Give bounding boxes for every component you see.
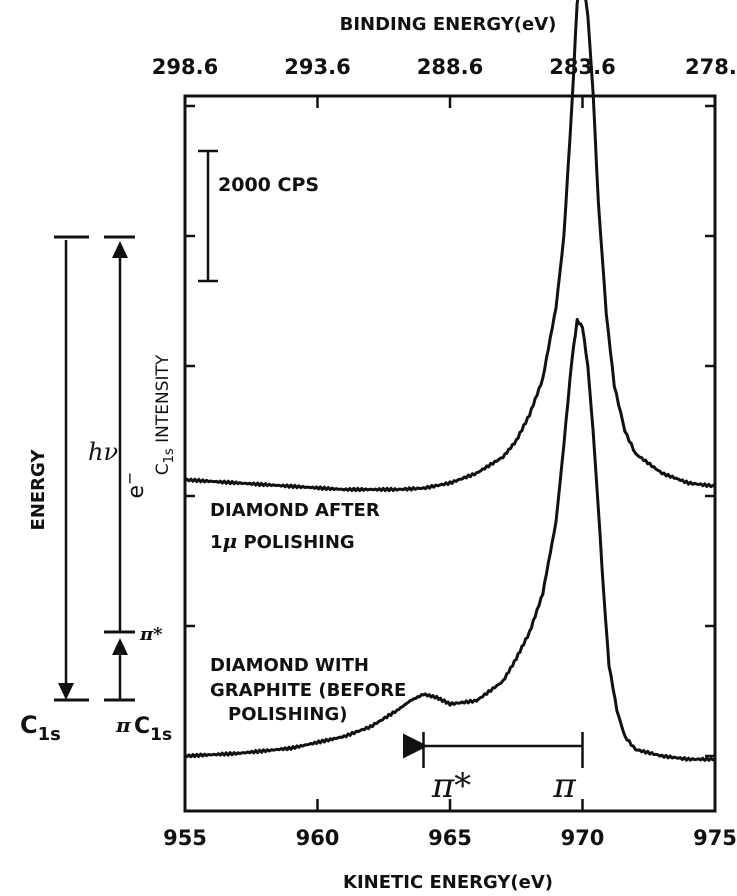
c1s-label-right: C1s: [134, 714, 172, 745]
pi-arrowhead: [112, 638, 128, 655]
x2-ticks: 298.6 293.6 288.6 283.6 278.: [152, 55, 737, 108]
x2-tick-label-1: 293.6: [284, 55, 350, 79]
series-1-label-rest: POLISHING: [237, 532, 355, 553]
x-tick-label-3: 970: [561, 826, 605, 850]
x2-tick-label-2: 288.6: [417, 55, 483, 79]
series-labels: DIAMOND AFTER 1μ POLISHING DIAMOND WITH …: [210, 500, 406, 725]
x-tick-label-1: 960: [296, 826, 340, 850]
x-ticks: 955 960 965 970 975: [163, 799, 737, 850]
series-1-label-line-1: DIAMOND AFTER: [210, 500, 380, 521]
x-tick-label-0: 955: [163, 826, 207, 850]
series-1-label-mu: μ: [223, 529, 238, 553]
electron-label: e−: [120, 472, 149, 499]
pi-annotation: π* π: [403, 732, 584, 806]
x2-tick-label-3: 283.6: [549, 55, 615, 79]
electron-label-e: e: [124, 485, 149, 499]
pi-star-label: π*: [431, 766, 471, 806]
series-2-label-line-1: DIAMOND WITH: [210, 655, 369, 676]
series-2-line: [184, 317, 716, 762]
energy-axis-label: ENERGY: [28, 449, 49, 531]
pi-level-label: π: [115, 713, 131, 737]
axes: BINDING ENERGY(eV) KINETIC ENERGY(eV) C1…: [152, 14, 737, 893]
c1s-right-sub: 1s: [150, 725, 172, 745]
c1s-left-main: C: [20, 711, 38, 739]
x-tick-label-2: 965: [428, 826, 472, 850]
electron-label-sup: −: [120, 472, 139, 485]
pi-label: π: [552, 766, 576, 806]
series-1-label-one: 1: [210, 532, 223, 553]
series-group: [184, 0, 716, 762]
series-1-line: [184, 0, 716, 493]
y-axis-title: C1s INTENSITY: [153, 354, 177, 475]
scale-bar-label: 2000 CPS: [218, 174, 319, 196]
hv-label: hν: [88, 438, 118, 466]
series-2-label-line-2: GRAPHITE (BEFORE: [210, 680, 406, 701]
c1s-label-left: C1s: [20, 711, 61, 745]
y-axis-title-c: C: [153, 463, 173, 475]
e-arrowhead: [112, 241, 128, 258]
binding-energy-axis-title: BINDING ENERGY(eV): [340, 14, 557, 35]
x2-tick-label-0: 298.6: [152, 55, 218, 79]
kinetic-energy-axis-title: KINETIC ENERGY(eV): [343, 872, 553, 893]
c1s-right-main: C: [134, 714, 150, 739]
hv-arrowhead: [58, 683, 74, 700]
energy-level-diagram: ENERGY hν e− π* C1s π C1s: [20, 235, 172, 745]
y-axis-title-rest: INTENSITY: [153, 354, 173, 448]
scale-bar: 2000 CPS: [198, 149, 319, 283]
y-axis-title-sub: 1s: [162, 448, 177, 463]
series-1-label-line-2: 1μ POLISHING: [210, 529, 355, 553]
c1s-left-sub: 1s: [38, 724, 61, 745]
x-tick-label-4: 975: [693, 826, 737, 850]
series-2-label-line-3: POLISHING): [228, 704, 347, 725]
pi-star-level-label: π*: [139, 624, 163, 645]
x2-tick-label-4: 278.: [685, 55, 737, 79]
